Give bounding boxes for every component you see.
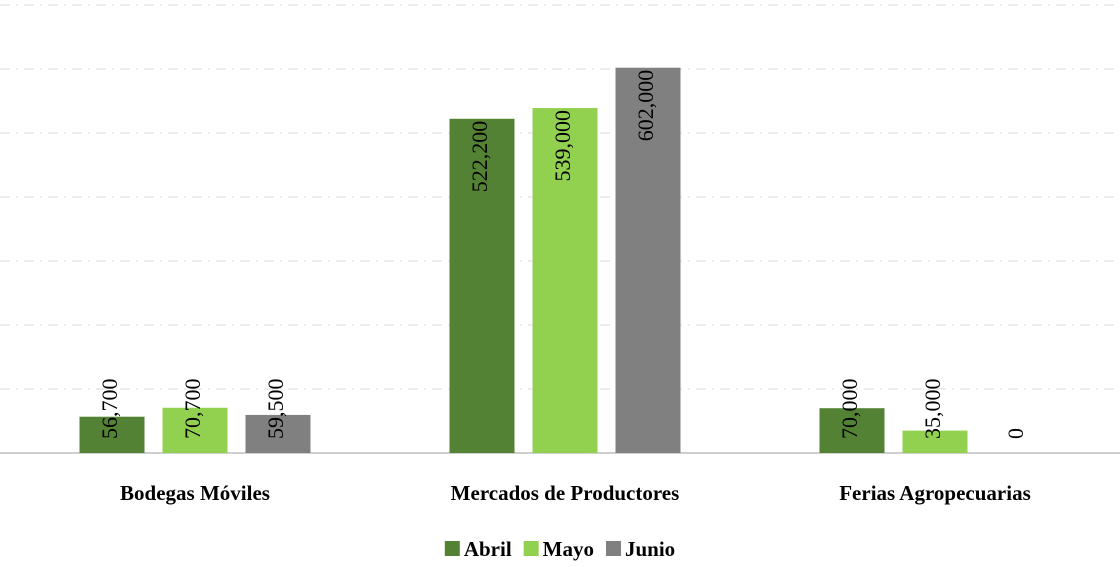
data-label: 522,200	[467, 121, 492, 192]
x-tick-label: Mercados de Productores	[451, 481, 680, 505]
legend-label: Mayo	[543, 537, 594, 561]
data-label: 59,500	[263, 379, 288, 440]
data-label: 56,700	[97, 379, 122, 440]
x-tick-label: Bodegas Móviles	[120, 481, 270, 505]
bar	[902, 430, 968, 453]
bar	[819, 408, 885, 453]
data-label: 539,000	[550, 110, 575, 182]
bar	[162, 407, 228, 453]
bar	[245, 414, 311, 453]
legend-label: Junio	[625, 537, 675, 561]
legend-swatch	[444, 541, 460, 556]
legend-swatch	[605, 541, 621, 556]
data-label: 602,000	[633, 70, 658, 142]
legend-swatch	[523, 541, 539, 556]
bar	[79, 416, 145, 453]
bar	[449, 118, 515, 454]
data-label: 35,000	[920, 379, 945, 440]
legend: Abril Mayo Junio	[444, 537, 675, 561]
x-tick-label: Ferias Agropecuarias	[839, 481, 1031, 505]
data-label: 70,000	[837, 379, 862, 440]
data-label: 0	[1003, 428, 1028, 439]
bar	[615, 67, 681, 453]
legend-label: Abril	[464, 537, 512, 561]
bar	[532, 108, 598, 453]
data-label: 70,700	[180, 379, 205, 440]
